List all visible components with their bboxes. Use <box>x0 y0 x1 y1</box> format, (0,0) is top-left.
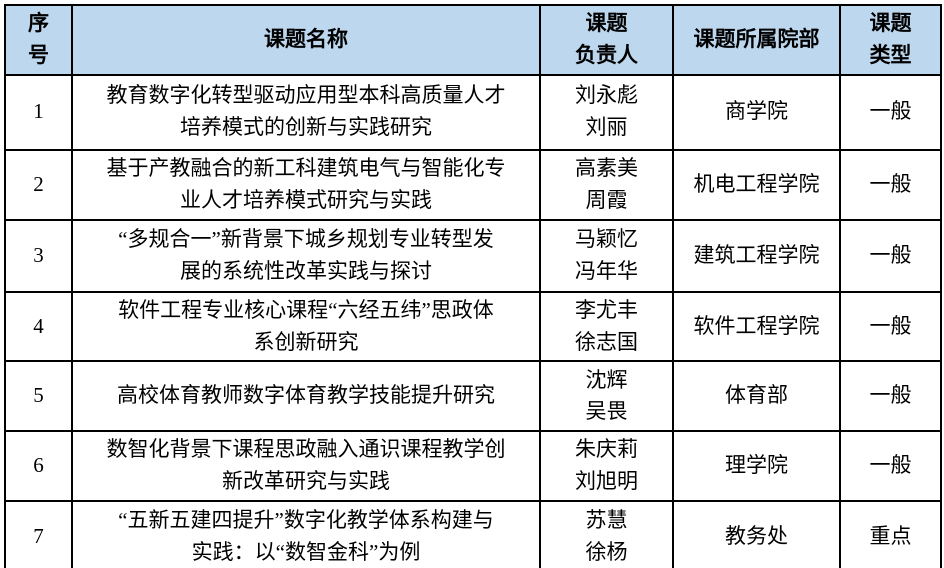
header-cell-type: 课题 类型 <box>839 4 942 76</box>
cell-dept: 软件工程学院 <box>672 290 841 363</box>
cell-name: “五新五建四提升”数字化教学体系构建与 实践：以“数智金科”为例 <box>71 500 541 568</box>
cell-leader: 马颖忆 冯年华 <box>539 218 674 293</box>
cell-no: 4 <box>4 290 73 363</box>
cell-leader: 朱庆莉 刘旭明 <box>539 430 674 503</box>
table-header-row: 序 号 课题名称 课题 负责人 课题所属院部 课题 类型 <box>4 4 942 76</box>
cell-name: “多规合一”新背景下城乡规划专业转型发 展的系统性改革实践与探讨 <box>71 218 541 293</box>
cell-dept: 建筑工程学院 <box>672 218 841 293</box>
table-row: 5 高校体育教师数字体育教学技能提升研究 沈辉 吴畏 体育部 一般 <box>4 360 942 433</box>
cell-no: 7 <box>4 500 73 568</box>
cell-type: 一般 <box>839 430 942 503</box>
table-row: 6 数智化背景下课程思政融入通识课程教学创 新改革研究与实践 朱庆莉 刘旭明 理… <box>4 430 942 503</box>
cell-type: 重点 <box>839 500 942 568</box>
cell-dept: 理学院 <box>672 430 841 503</box>
cell-name: 高校体育教师数字体育教学技能提升研究 <box>71 360 541 433</box>
header-cell-name: 课题名称 <box>71 4 541 76</box>
projects-table: 序 号 课题名称 课题 负责人 课题所属院部 课题 类型 1 教育数字化转型驱动… <box>4 4 942 568</box>
cell-leader: 高素美 周霞 <box>539 148 674 221</box>
table-row: 3 “多规合一”新背景下城乡规划专业转型发 展的系统性改革实践与探讨 马颖忆 冯… <box>4 218 942 293</box>
cell-dept: 体育部 <box>672 360 841 433</box>
table-row: 1 教育数字化转型驱动应用型本科高质量人才 培养模式的创新与实践研究 刘永彪 刘… <box>4 73 942 151</box>
cell-name: 基于产教融合的新工科建筑电气与智能化专 业人才培养模式研究与实践 <box>71 148 541 221</box>
cell-no: 1 <box>4 73 73 151</box>
cell-dept: 教务处 <box>672 500 841 568</box>
cell-name: 教育数字化转型驱动应用型本科高质量人才 培养模式的创新与实践研究 <box>71 73 541 151</box>
cell-no: 2 <box>4 148 73 221</box>
cell-no: 6 <box>4 430 73 503</box>
header-cell-dept: 课题所属院部 <box>672 4 841 76</box>
cell-type: 一般 <box>839 218 942 293</box>
header-cell-leader: 课题 负责人 <box>539 4 674 76</box>
table-row: 7 “五新五建四提升”数字化教学体系构建与 实践：以“数智金科”为例 苏慧 徐杨… <box>4 500 942 568</box>
cell-dept: 商学院 <box>672 73 841 151</box>
cell-type: 一般 <box>839 73 942 151</box>
cell-leader: 苏慧 徐杨 <box>539 500 674 568</box>
cell-leader: 沈辉 吴畏 <box>539 360 674 433</box>
cell-no: 5 <box>4 360 73 433</box>
cell-leader: 李尤丰 徐志国 <box>539 290 674 363</box>
cell-name: 软件工程专业核心课程“六经五纬”思政体 系创新研究 <box>71 290 541 363</box>
header-cell-no: 序 号 <box>4 4 73 76</box>
cell-name: 数智化背景下课程思政融入通识课程教学创 新改革研究与实践 <box>71 430 541 503</box>
cell-type: 一般 <box>839 148 942 221</box>
cell-leader: 刘永彪 刘丽 <box>539 73 674 151</box>
table-row: 2 基于产教融合的新工科建筑电气与智能化专 业人才培养模式研究与实践 高素美 周… <box>4 148 942 221</box>
cell-no: 3 <box>4 218 73 293</box>
cell-type: 一般 <box>839 290 942 363</box>
cell-dept: 机电工程学院 <box>672 148 841 221</box>
cell-type: 一般 <box>839 360 942 433</box>
table-row: 4 软件工程专业核心课程“六经五纬”思政体 系创新研究 李尤丰 徐志国 软件工程… <box>4 290 942 363</box>
